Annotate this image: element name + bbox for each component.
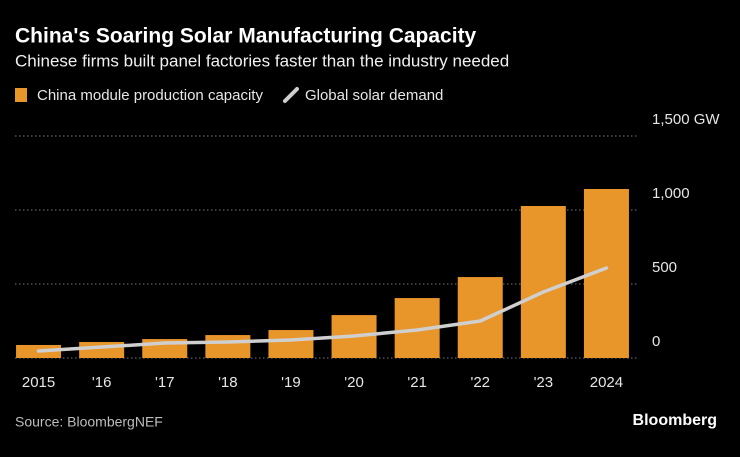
y-tick-label: 500	[652, 259, 677, 276]
bar	[520, 206, 566, 358]
legend-label: China module production capacity	[37, 87, 263, 104]
legend-label: Global solar demand	[305, 87, 443, 104]
x-tick-label: 2024	[590, 374, 623, 391]
legend-swatch	[15, 88, 27, 102]
x-tick-label: '20	[344, 374, 364, 391]
bar	[457, 277, 503, 358]
y-tick-label: 0	[652, 333, 660, 350]
bar	[205, 335, 251, 358]
x-tick-label: '21	[407, 374, 427, 391]
x-tick-label: '18	[218, 374, 238, 391]
x-tick-label: '19	[281, 374, 301, 391]
brand-logo: Bloomberg	[633, 412, 717, 429]
chart-title: China's Soaring Solar Manufacturing Capa…	[15, 25, 477, 48]
bar	[268, 330, 314, 358]
legend-swatch	[282, 87, 299, 103]
y-tick-label: 1,000	[652, 185, 690, 202]
x-tick-label: '23	[534, 374, 554, 391]
x-tick-label: '16	[92, 374, 112, 391]
x-tick-label: 2015	[22, 374, 55, 391]
x-tick-label: '22	[470, 374, 490, 391]
source: Source: BloombergNEF	[15, 414, 163, 430]
y-tick-label: 1,500 GW	[652, 111, 720, 128]
chart-subtitle: Chinese firms built panel factories fast…	[15, 51, 509, 70]
x-tick-label: '17	[155, 374, 175, 391]
line	[36, 266, 609, 353]
